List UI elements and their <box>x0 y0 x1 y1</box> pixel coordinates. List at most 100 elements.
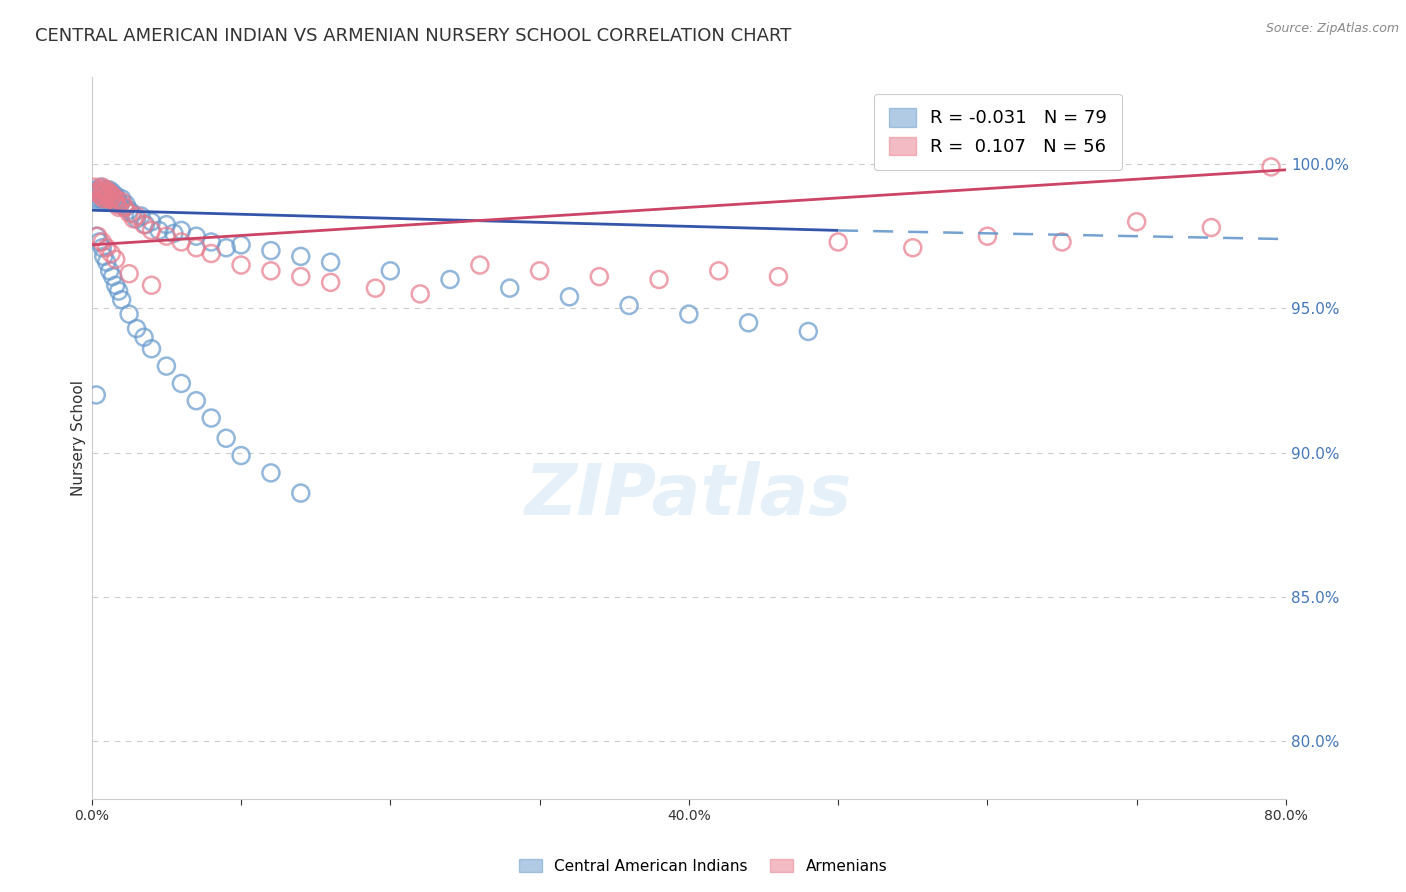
Point <box>91 235 114 249</box>
Point <box>98 186 121 200</box>
Point <box>90 192 112 206</box>
Y-axis label: Nursery School: Nursery School <box>72 380 86 496</box>
Point <box>107 194 129 209</box>
Text: Source: ZipAtlas.com: Source: ZipAtlas.com <box>1265 22 1399 36</box>
Point <box>97 194 120 209</box>
Point <box>89 235 111 249</box>
Point <box>141 223 163 237</box>
Point <box>215 241 238 255</box>
Point <box>91 180 114 194</box>
Point <box>229 238 252 252</box>
Point <box>100 192 122 206</box>
Point <box>125 211 148 226</box>
Point <box>96 188 118 202</box>
Point <box>827 235 849 249</box>
Point <box>380 264 402 278</box>
Point <box>737 316 759 330</box>
Point <box>111 293 134 307</box>
Point <box>155 229 177 244</box>
Point <box>96 255 118 269</box>
Point <box>170 376 193 391</box>
Point <box>229 449 252 463</box>
Point <box>87 186 110 200</box>
Point <box>100 246 122 260</box>
Point <box>118 203 141 218</box>
Point <box>170 223 193 237</box>
Point <box>104 252 127 267</box>
Point <box>98 183 121 197</box>
Point <box>114 200 136 214</box>
Point <box>588 269 610 284</box>
Point <box>148 223 170 237</box>
Point <box>617 298 640 312</box>
Point <box>104 192 127 206</box>
Legend: R = -0.031   N = 79, R =  0.107   N = 56: R = -0.031 N = 79, R = 0.107 N = 56 <box>875 94 1122 170</box>
Point <box>101 188 124 202</box>
Text: CENTRAL AMERICAN INDIAN VS ARMENIAN NURSERY SCHOOL CORRELATION CHART: CENTRAL AMERICAN INDIAN VS ARMENIAN NURS… <box>35 27 792 45</box>
Point <box>155 359 177 373</box>
Point <box>97 192 120 206</box>
Point <box>96 192 118 206</box>
Point <box>155 218 177 232</box>
Point <box>93 249 115 263</box>
Point <box>678 307 700 321</box>
Point <box>141 342 163 356</box>
Point <box>91 188 114 202</box>
Point <box>93 192 115 206</box>
Point <box>94 183 117 197</box>
Point <box>364 281 387 295</box>
Point <box>84 388 107 402</box>
Point <box>103 194 125 209</box>
Point <box>91 241 114 255</box>
Point <box>558 290 581 304</box>
Point <box>91 183 114 197</box>
Point <box>115 197 138 211</box>
Point <box>118 267 141 281</box>
Point <box>125 209 148 223</box>
Point <box>200 246 222 260</box>
Point <box>1260 160 1282 174</box>
Point <box>797 325 820 339</box>
Point <box>111 192 134 206</box>
Point <box>319 276 342 290</box>
Point <box>93 186 115 200</box>
Point <box>87 192 110 206</box>
Point <box>103 192 125 206</box>
Text: ZIPatlas: ZIPatlas <box>526 461 852 531</box>
Point <box>1050 235 1073 249</box>
Point <box>87 229 110 244</box>
Point <box>499 281 522 295</box>
Point <box>125 321 148 335</box>
Point <box>118 307 141 321</box>
Point <box>100 192 122 206</box>
Point <box>83 180 105 194</box>
Point <box>93 183 115 197</box>
Point <box>439 272 461 286</box>
Point <box>186 229 208 244</box>
Point <box>200 235 222 249</box>
Point <box>90 180 112 194</box>
Point <box>98 264 121 278</box>
Legend: Central American Indians, Armenians: Central American Indians, Armenians <box>513 853 893 880</box>
Point <box>229 258 252 272</box>
Point <box>91 186 114 200</box>
Point <box>105 197 128 211</box>
Point <box>135 218 157 232</box>
Point <box>101 186 124 200</box>
Point <box>260 244 283 258</box>
Point <box>186 393 208 408</box>
Point <box>768 269 790 284</box>
Point <box>260 264 283 278</box>
Point <box>648 272 671 286</box>
Point <box>707 264 730 278</box>
Point <box>132 218 155 232</box>
Point <box>290 486 312 500</box>
Point <box>98 188 121 202</box>
Point <box>107 200 129 214</box>
Point <box>111 194 134 209</box>
Point <box>290 269 312 284</box>
Point <box>468 258 491 272</box>
Point <box>104 188 127 202</box>
Point <box>1125 215 1147 229</box>
Point <box>90 188 112 202</box>
